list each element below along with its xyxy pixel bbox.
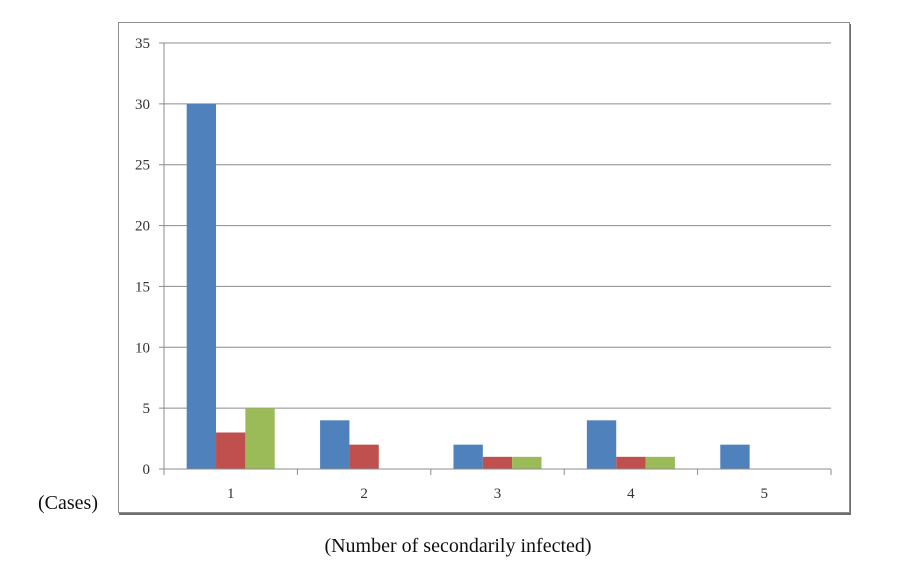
x-tick-label: 5	[761, 486, 769, 502]
x-tick-label: 1	[227, 486, 235, 502]
y-tick-label: 0	[143, 462, 151, 478]
y-tick-label: 5	[143, 401, 151, 417]
bar	[720, 444, 750, 469]
y-tick-label: 20	[135, 219, 150, 235]
bar	[216, 432, 246, 469]
x-tick-label: 4	[627, 486, 635, 502]
bar	[645, 456, 675, 469]
y-tick-label: 35	[135, 36, 150, 52]
x-axis-label: (Number of secondarily infected)	[324, 535, 592, 557]
bar	[616, 456, 646, 469]
y-axis-label: (Cases)	[38, 492, 98, 514]
y-tick-label: 25	[135, 158, 150, 174]
bar	[186, 103, 217, 469]
bar	[453, 444, 483, 469]
x-tick-label: 3	[494, 486, 502, 502]
bar	[320, 420, 350, 469]
y-tick-label: 10	[135, 340, 150, 356]
bar	[586, 420, 617, 469]
x-tick-label: 2	[360, 486, 368, 502]
bar	[482, 456, 513, 469]
bar-chart: 0 5 10 15 20 25 30 35 1 2 3 4 5	[135, 36, 832, 502]
y-tick-label: 15	[135, 279, 150, 295]
bar	[245, 408, 275, 469]
bar	[512, 456, 542, 469]
bar	[349, 444, 379, 469]
y-tick-label: 30	[135, 97, 150, 113]
